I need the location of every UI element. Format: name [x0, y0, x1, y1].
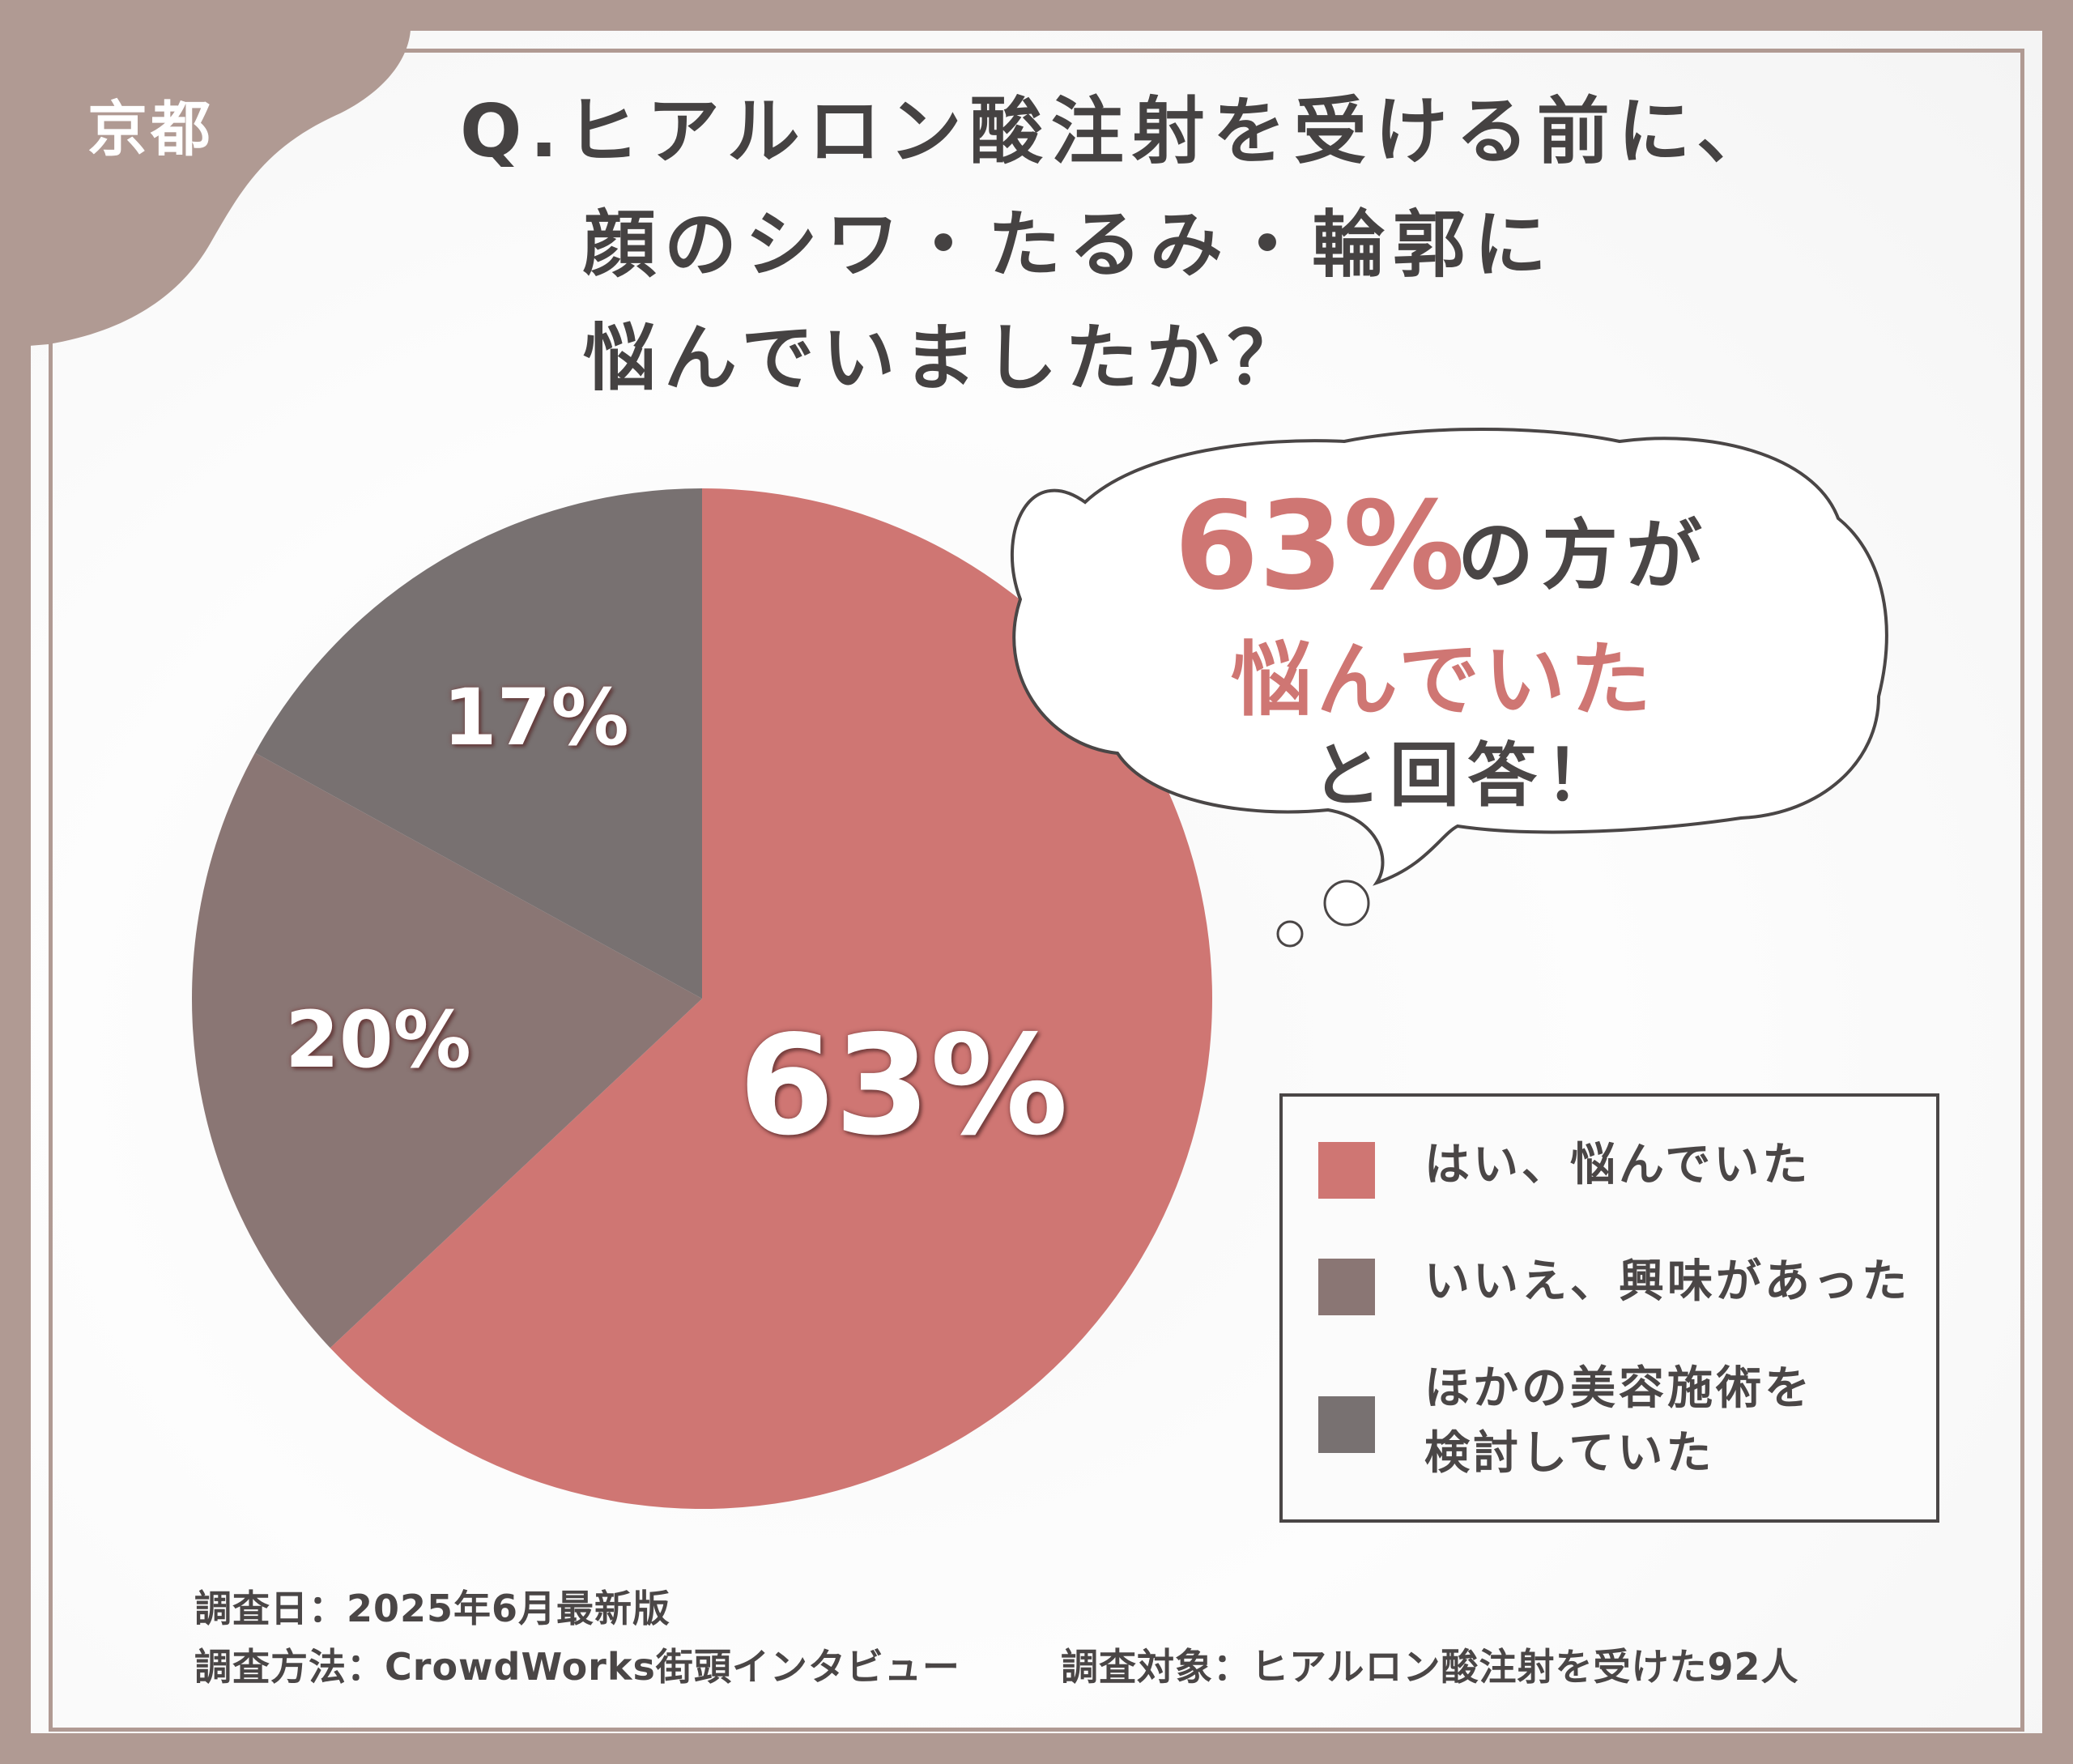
legend-label-other-line1: ほかの美容施術を [1424, 1362, 1813, 1415]
callout-line3: と回答！ [1312, 735, 1623, 816]
pie-slice-no-interested [192, 752, 703, 1349]
title-line-3: 悩んでいましたか？ [583, 316, 1309, 401]
survey-date: 調査日：2025年6月最新版 [194, 1587, 671, 1630]
callout-line1-suffix: の方が [1458, 512, 1711, 600]
chart-legend: はい、悩んでいた いいえ、興味があった ほかの美容施術を 検討していた [1279, 1093, 1939, 1523]
pie-slice-other-treatment [254, 488, 703, 999]
title-line-2: 顔のシワ・たるみ・輪郭に [583, 202, 1555, 288]
pie-slice-yes [330, 488, 1213, 1509]
inner-frame [49, 49, 2024, 1732]
legend-swatch-no-interested [1318, 1259, 1375, 1315]
pie-label-no-interested: 20% [285, 994, 471, 1085]
pie-label-yes: 63% [739, 1005, 1069, 1166]
bubble-body [1010, 428, 1888, 886]
bubble-dot-large [1323, 880, 1370, 927]
legend-label-no-interested: いいえ、興味があった [1424, 1255, 1910, 1308]
bubble-dot-small [1276, 920, 1304, 948]
legend-swatch-yes [1318, 1142, 1375, 1199]
title-line-1: Q.ヒアルロン酸注射を受ける前に、 [460, 89, 1778, 174]
pie-label-other-treatment: 17% [442, 671, 629, 763]
callout-line2: 悩んでいた [1231, 633, 1656, 727]
legend-label-other-line2: 検討していた [1424, 1427, 1715, 1480]
legend-swatch-other-treatment [1318, 1396, 1375, 1453]
survey-method: 調査方法：CrowdWorks街頭インタビュー [194, 1645, 960, 1689]
survey-target: 調査対象：ヒアルロン酸注射を受けた92人 [1061, 1645, 1799, 1689]
callout-value: 63% [1174, 476, 1466, 617]
corner-badge-shape [0, 0, 411, 348]
legend-label-yes: はい、悩んでいた [1424, 1139, 1811, 1191]
region-badge-label: 京都 [87, 95, 214, 164]
